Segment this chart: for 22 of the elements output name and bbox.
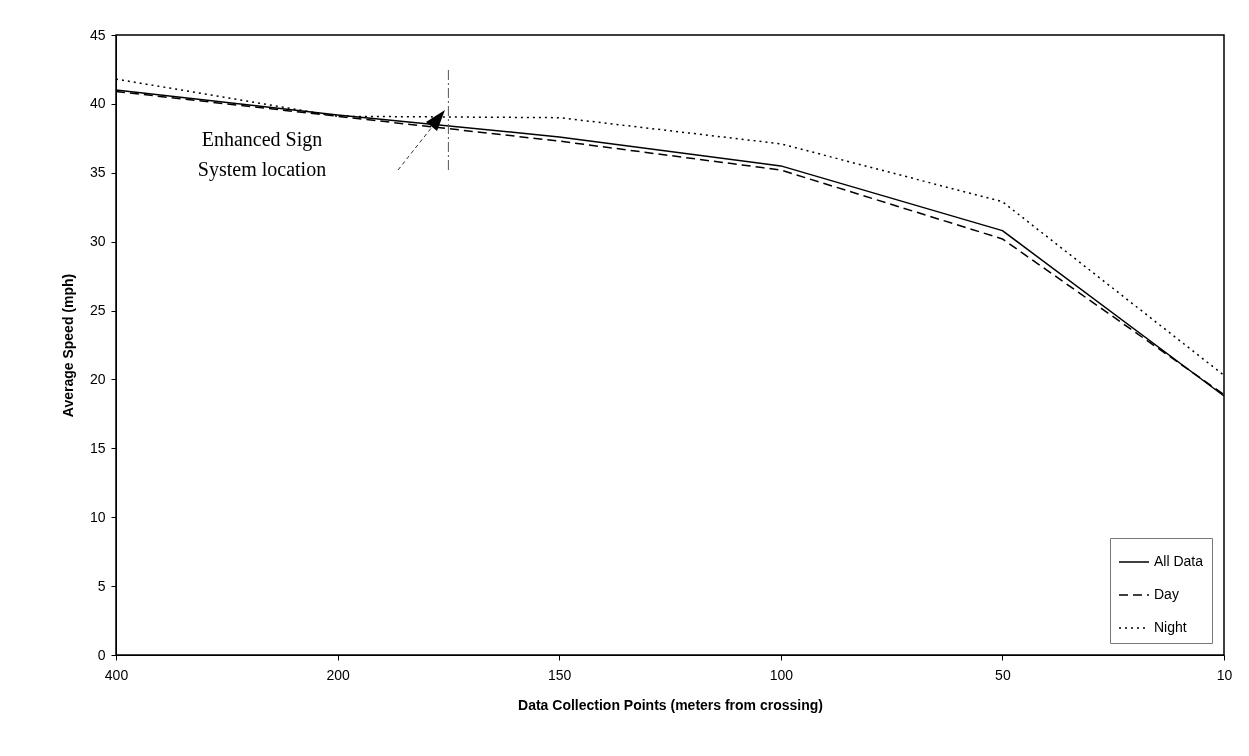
y-tick-label: 10 [89,508,106,525]
y-tick-label: 0 [97,646,106,663]
y-tick-label: 15 [89,439,106,456]
y-tick-label: 35 [89,164,106,181]
y-tick-label: 30 [89,233,106,250]
y-tick-label: 45 [89,26,106,43]
annotation: Enhanced Sign System location [197,128,327,181]
y-tick-label: 25 [89,302,106,319]
legend-label: Day [1154,586,1179,602]
y-tick-label: 20 [89,370,106,387]
x-tick-label: 400 [104,666,129,683]
legend-label: All Data [1154,553,1204,569]
x-tick-label: 150 [548,666,572,683]
legend-label: Night [1154,619,1187,635]
x-axis-title: Data Collection Points (meters from crossing) [518,696,823,713]
x-tick-label: 50 [995,666,1011,683]
y-tick-label: 5 [97,577,106,594]
x-tick-label: 10 [1216,666,1233,683]
y-axis-title: Average Speed (mph) [59,273,76,418]
y-tick-label: 40 [89,95,106,112]
x-tick-label: 100 [769,666,794,683]
x-tick-label: 200 [326,666,350,683]
